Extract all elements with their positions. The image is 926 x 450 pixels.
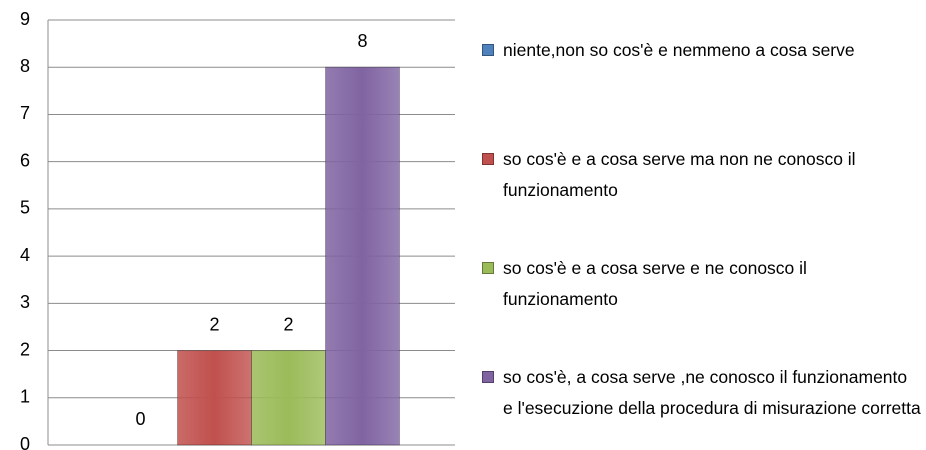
y-tick-label: 7 xyxy=(20,103,30,123)
data-label: 0 xyxy=(135,409,145,429)
y-tick-label: 4 xyxy=(20,245,30,265)
bar xyxy=(177,350,252,446)
legend-entry: so cos'è e a cosa serve ma non ne conosc… xyxy=(482,144,922,206)
y-tick-label: 2 xyxy=(20,339,30,359)
y-tick-label: 0 xyxy=(20,434,30,450)
data-label: 8 xyxy=(357,31,367,51)
legend-label: niente,non so cos'è e nemmeno a cosa ser… xyxy=(503,40,855,60)
legend-label: so cos'è e a cosa serve e ne conosco il … xyxy=(503,258,807,309)
legend-swatch xyxy=(482,44,494,56)
legend-swatch xyxy=(482,262,494,274)
y-tick-label: 1 xyxy=(20,387,30,407)
y-tick-label: 9 xyxy=(20,9,30,29)
legend-entry: niente,non so cos'è e nemmeno a cosa ser… xyxy=(482,35,922,66)
y-tick-label: 3 xyxy=(20,292,30,312)
data-label: 2 xyxy=(283,314,293,334)
bar xyxy=(325,66,400,446)
y-tick-label: 8 xyxy=(20,56,30,76)
legend-label: so cos'è e a cosa serve ma non ne conosc… xyxy=(503,149,856,200)
y-tick-label: 5 xyxy=(20,198,30,218)
data-label: 2 xyxy=(209,314,219,334)
y-tick-label: 6 xyxy=(20,150,30,170)
bar xyxy=(251,350,326,446)
legend-swatch xyxy=(482,371,494,383)
legend-entry: so cos'è e a cosa serve e ne conosco il … xyxy=(482,253,922,315)
legend-label: so cos'è, a cosa serve ,ne conosco il fu… xyxy=(503,367,921,418)
legend-entry: so cos'è, a cosa serve ,ne conosco il fu… xyxy=(482,362,922,424)
legend-swatch xyxy=(482,153,494,165)
